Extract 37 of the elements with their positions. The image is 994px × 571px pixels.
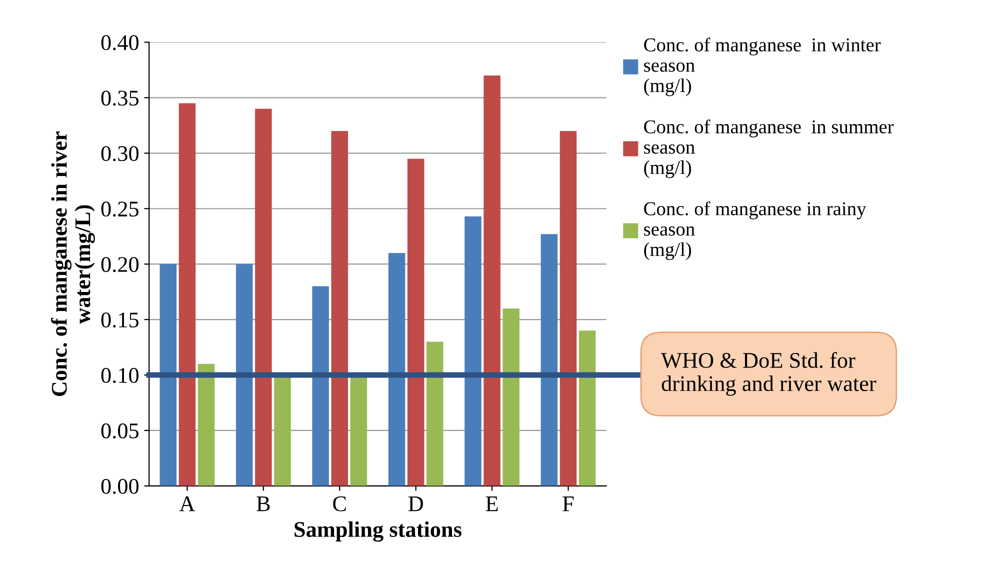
bar xyxy=(388,252,406,486)
x-axis-title: Sampling stations xyxy=(294,521,462,542)
bar xyxy=(484,76,500,486)
x-tick-label: F xyxy=(562,496,574,512)
bar xyxy=(331,130,348,486)
bar xyxy=(540,234,558,486)
bar xyxy=(160,264,177,486)
bar xyxy=(312,286,329,486)
y-tick-label: 0.40 xyxy=(101,35,139,50)
x-tick-label: C xyxy=(333,496,346,512)
y-tick-label: 0.00 xyxy=(101,478,139,494)
y-tick-label: 0.05 xyxy=(101,423,139,438)
legend-label: Conc. of manganese in rainy season (mg/l) xyxy=(644,201,866,260)
y-tick-label: 0.15 xyxy=(101,312,139,328)
bar xyxy=(407,158,424,486)
bar xyxy=(464,216,482,486)
bar xyxy=(255,108,272,486)
x-tick-label: E xyxy=(486,496,498,512)
bar xyxy=(198,364,215,486)
y-axis-title: Conc. of manganese in river water(mg/L) xyxy=(50,132,95,396)
ref-line-label: WHO & DoE Std. for drinking and river water xyxy=(661,352,876,396)
bar xyxy=(178,103,196,486)
legend-label: Conc. of manganese in winter season (mg/l) xyxy=(644,38,881,96)
y-tick-label: 0.35 xyxy=(101,90,139,106)
x-tick-label: A xyxy=(179,496,196,512)
bar xyxy=(560,130,577,486)
bar xyxy=(426,342,444,486)
legend-label: Conc. of manganese in summer season (mg/l) xyxy=(644,120,894,178)
y-tick-label: 0.10 xyxy=(101,368,139,384)
y-tick-label: 0.20 xyxy=(101,257,139,272)
bar xyxy=(578,330,596,486)
y-tick-label: 0.25 xyxy=(101,202,139,217)
x-tick-label: B xyxy=(256,496,270,512)
bar xyxy=(502,308,520,486)
x-tick-label: D xyxy=(408,496,423,512)
bar xyxy=(236,264,253,486)
y-tick-label: 0.30 xyxy=(101,146,139,162)
